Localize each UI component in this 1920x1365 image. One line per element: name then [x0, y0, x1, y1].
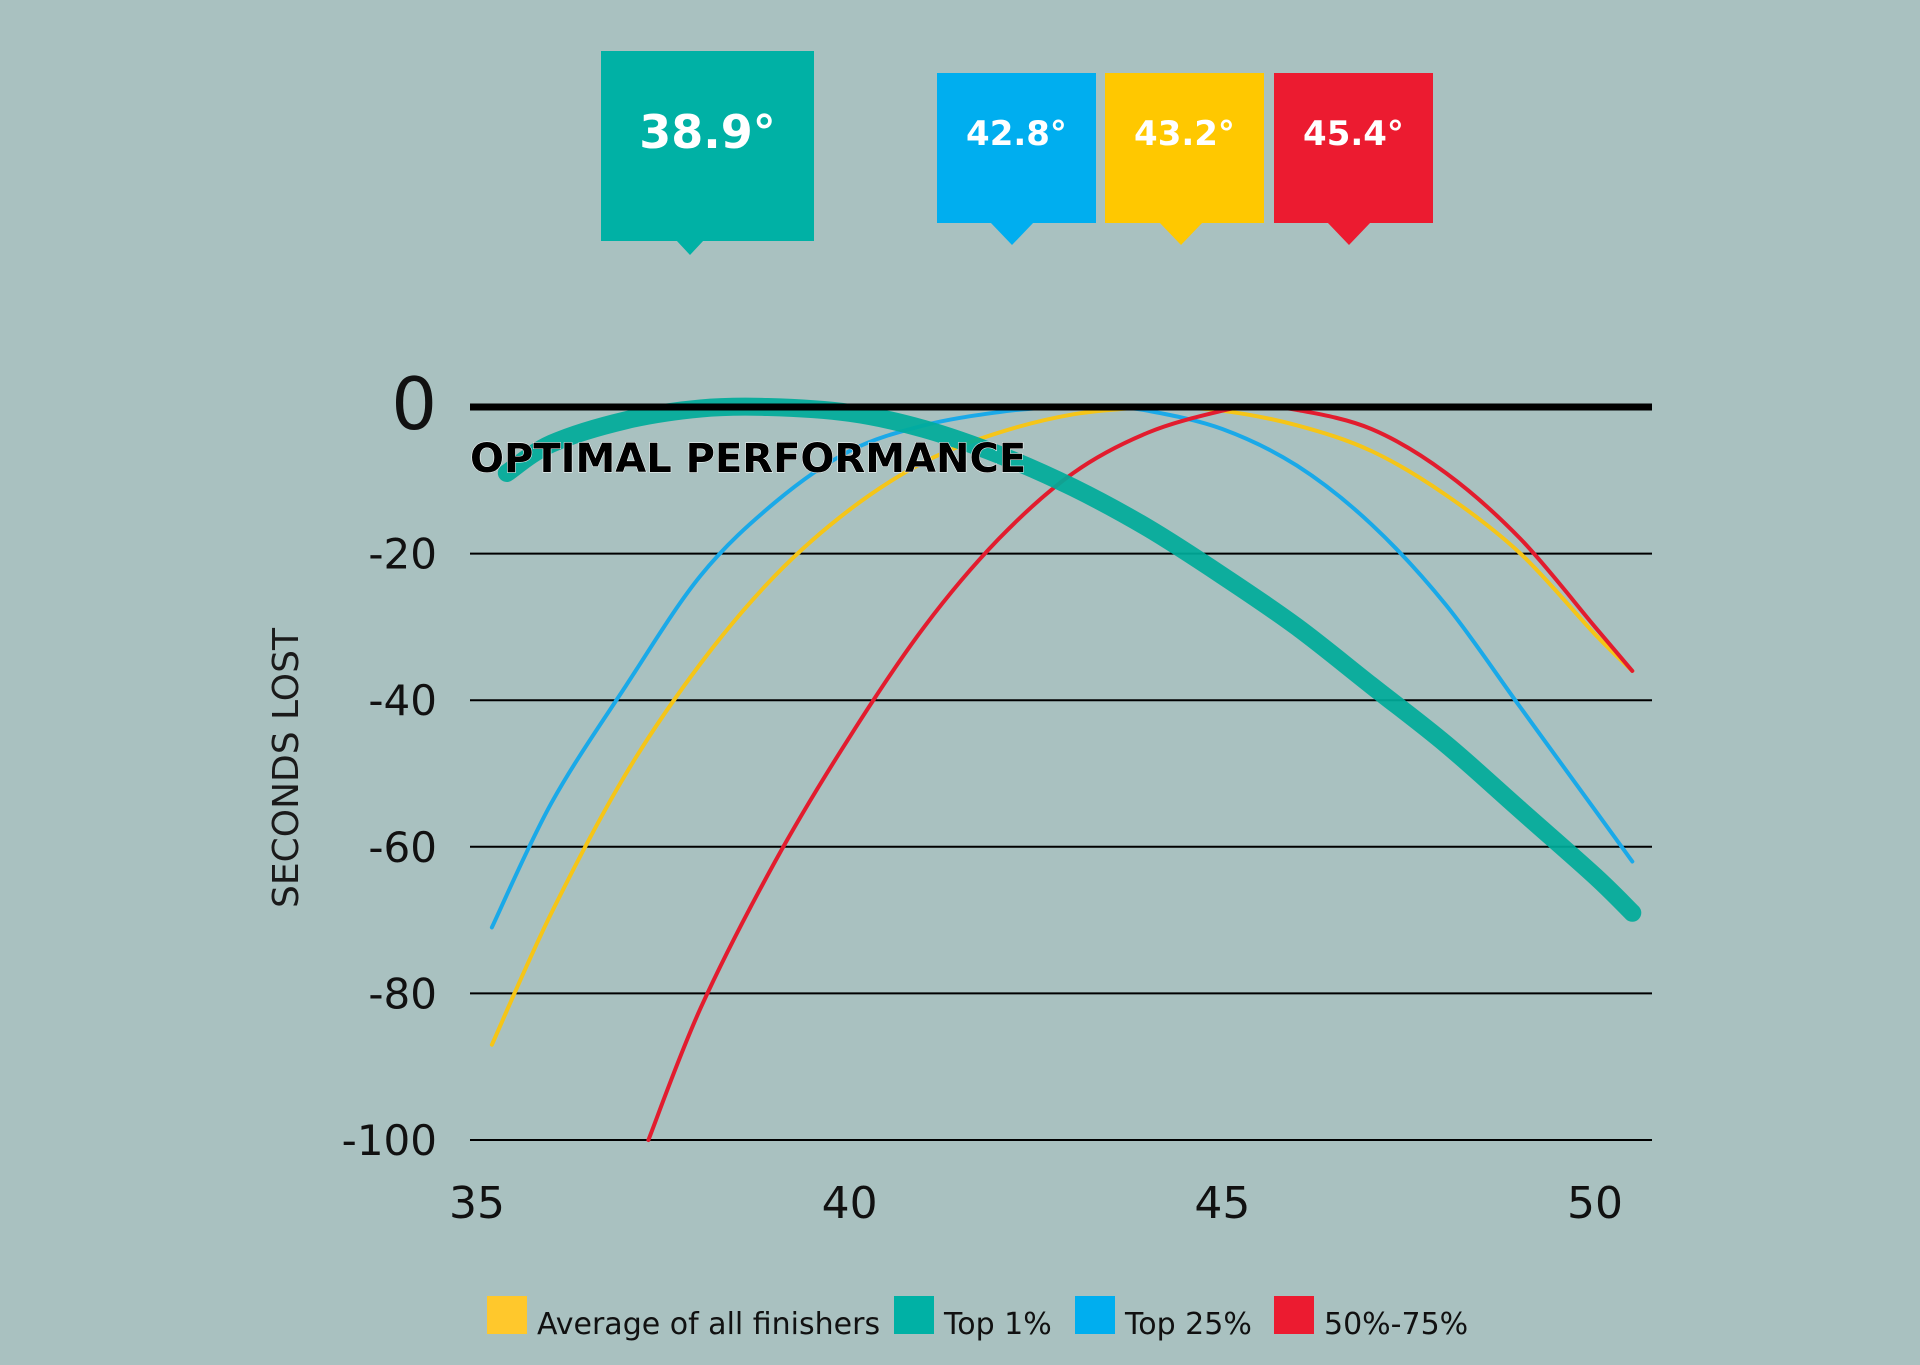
- y-tick-label: 0: [391, 362, 437, 446]
- callout-box: 43.2°: [1105, 73, 1264, 245]
- legend-label: Average of all finishers: [537, 1307, 880, 1342]
- callout-background: [1274, 73, 1433, 223]
- callout-pointer: [1327, 222, 1371, 245]
- series-line-average-of-all-finishers: [489, 404, 1635, 1047]
- y-tick-label: -60: [368, 823, 437, 872]
- callout-label: 45.4°: [1303, 114, 1404, 154]
- y-tick-label: -100: [342, 1116, 437, 1165]
- y-tick-label: -80: [368, 969, 437, 1018]
- legend-swatch: [894, 1296, 934, 1334]
- callout-label: 38.9°: [639, 105, 776, 159]
- optimal-performance-label: OPTIMAL PERFORMANCE: [470, 436, 1026, 482]
- x-tick-label: 40: [822, 1178, 878, 1229]
- legend-item: Top 1%: [894, 1296, 1052, 1342]
- legend-label: 50%-75%: [1324, 1307, 1468, 1342]
- legend: Average of all finishers Top 1% Top 25% 50%…: [487, 1296, 1468, 1342]
- callout-background: [1105, 73, 1264, 223]
- callout-pointer: [990, 222, 1034, 245]
- reference-line-group: OPTIMAL PERFORMANCE: [470, 403, 1652, 483]
- callout-label: 43.2°: [1134, 114, 1235, 154]
- callout-background: [937, 73, 1096, 223]
- legend-swatch: [1274, 1296, 1314, 1334]
- y-tick-label: -20: [368, 530, 437, 579]
- optimal-angle-callouts: 38.9° 42.8° 43.2° 45.4°: [601, 51, 1433, 255]
- legend-label: Top 25%: [1124, 1307, 1252, 1342]
- callout-box: 42.8°: [937, 73, 1096, 245]
- x-tick-label: 35: [449, 1178, 505, 1229]
- callout-box: 45.4°: [1274, 73, 1433, 245]
- legend-swatch: [1075, 1296, 1115, 1334]
- callout-background: [601, 51, 814, 241]
- legend-item: Average of all finishers: [487, 1296, 880, 1342]
- legend-item: Top 25%: [1075, 1296, 1252, 1342]
- series-lines: [489, 397, 1642, 1142]
- callout-pointer: [676, 240, 704, 255]
- legend-label: Top 1%: [943, 1307, 1052, 1342]
- legend-swatch: [487, 1296, 527, 1334]
- y-tick-labels: 0 -20 -40 -60 -80 -100: [342, 362, 437, 1165]
- y-axis-label: SECONDS LOST: [266, 627, 307, 908]
- callout-pointer: [1159, 222, 1203, 245]
- callout-label: 42.8°: [966, 114, 1067, 154]
- series-line-50-75-: [646, 404, 1635, 1142]
- callout-box: 38.9°: [601, 51, 814, 255]
- series-line-top-1-: [497, 397, 1642, 922]
- x-tick-label: 45: [1194, 1178, 1250, 1229]
- x-tick-labels: 35 40 45 50: [449, 1178, 1623, 1229]
- gridlines: [470, 552, 1652, 1141]
- x-tick-label: 50: [1567, 1178, 1623, 1229]
- legend-item: 50%-75%: [1274, 1296, 1468, 1342]
- y-tick-label: -40: [368, 676, 437, 725]
